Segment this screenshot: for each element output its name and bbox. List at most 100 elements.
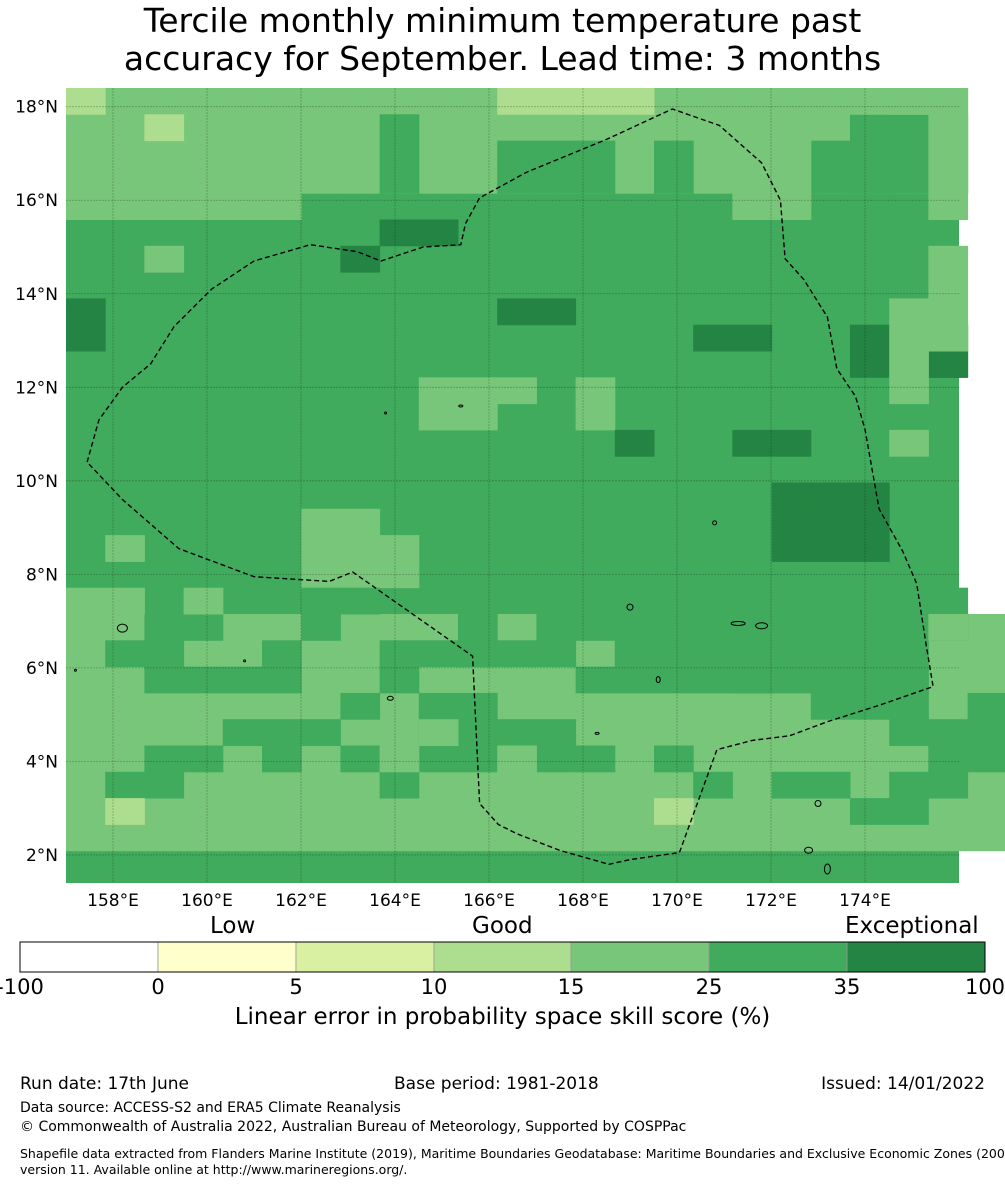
eez-boundary-layer (86, 108, 934, 866)
skill-cell (654, 140, 694, 194)
skill-cell (183, 587, 224, 615)
skill-cell (379, 114, 420, 194)
skill-cell (379, 771, 420, 799)
colorbar-swatch (157, 941, 297, 973)
skill-cell (575, 745, 616, 773)
skill-cell (614, 640, 929, 668)
island-outline (73, 668, 77, 672)
lon-tick-label: 174°E (839, 891, 891, 911)
skill-cell (144, 245, 185, 273)
skill-cell (262, 640, 302, 668)
skill-cell (810, 692, 929, 720)
skill-cell (889, 719, 969, 746)
copyright: © Commonwealth of Australia 2022, Austra… (20, 1119, 687, 1135)
island-outline (712, 520, 718, 526)
skill-cell (693, 324, 773, 352)
island-outline (384, 411, 388, 415)
colorbar-tick-label: 0 (151, 975, 165, 999)
island-outline (755, 622, 769, 630)
lat-tick-label: 6°N (26, 659, 58, 679)
skill-cell (536, 745, 577, 773)
skill-cell (144, 745, 185, 773)
colorbar-header-exceptional: Exceptional (845, 913, 979, 939)
lat-tick-label: 4°N (26, 752, 58, 772)
skill-cell (771, 508, 851, 562)
island-outline (458, 404, 464, 408)
skill-cell (105, 798, 145, 825)
skill-cell (379, 640, 420, 694)
skill-cell (340, 692, 381, 720)
skill-cell (732, 429, 812, 457)
map-title: Tercile monthly minimum temperature past… (0, 2, 1005, 78)
skill-cell (889, 88, 969, 115)
colorbar-tick-label: 15 (557, 975, 585, 999)
colorbar-swatch (708, 941, 848, 973)
shapefile-credit-line-2: version 11. Available online at http://w… (20, 1162, 408, 1177)
title-line-1: Tercile monthly minimum temperature past (143, 1, 862, 40)
colorbar-title: Linear error in probability space skill … (234, 1004, 771, 1030)
island-outline (594, 731, 600, 735)
title-line-2: accuracy for September. Lead time: 3 mon… (123, 39, 882, 78)
data-source: Data source: ACCESS-S2 and ERA5 Climate … (20, 1100, 401, 1116)
base-period: Base period: 1981-2018 (394, 1074, 599, 1094)
island-outline (823, 863, 831, 875)
skill-cells (66, 88, 1005, 883)
skill-cell (497, 745, 537, 773)
skill-cell (144, 614, 224, 641)
skill-cell (458, 719, 577, 746)
skill-cell (967, 692, 1005, 746)
skill-cell (771, 771, 851, 799)
skill-cell (379, 561, 420, 589)
skill-cell (418, 377, 498, 431)
lat-tick-label: 14°N (15, 285, 58, 305)
skill-cell (575, 377, 616, 431)
lat-tick-label: 2°N (26, 846, 58, 866)
skill-cell (144, 666, 302, 694)
run-date: Run date: 17th June (20, 1074, 189, 1094)
colorbar-outline (19, 941, 986, 973)
island-outline (655, 676, 661, 684)
lon-tick-label: 160°E (181, 891, 233, 911)
shapefile-credit-line-1: Shapefile data extracted from Flanders M… (20, 1146, 1005, 1161)
skill-cell (66, 193, 302, 220)
skill-cell (379, 219, 459, 247)
island-outline (116, 623, 128, 633)
skill-cell (379, 745, 420, 773)
skill-cell (105, 640, 185, 668)
graticule (66, 88, 959, 883)
skill-cell (928, 614, 969, 641)
skill-cell (222, 719, 341, 746)
skill-cell (66, 298, 106, 352)
skill-cell (418, 719, 459, 746)
eez-boundary (86, 108, 934, 866)
skill-cell (967, 745, 1005, 773)
skill-cell (497, 640, 577, 668)
colorbar-swatch (433, 941, 572, 973)
lon-tick-label: 170°E (651, 891, 703, 911)
skill-cell (928, 114, 969, 220)
skill-cell (693, 771, 733, 799)
island-outline (730, 620, 746, 626)
skill-cell (301, 587, 381, 615)
colorbar-swatch (570, 941, 710, 973)
colorbar (19, 941, 986, 973)
skill-cell (889, 298, 929, 405)
skill-cell (536, 614, 655, 641)
island-outline (386, 695, 394, 701)
island-outline (804, 846, 814, 854)
lat-tick-label: 8°N (26, 565, 58, 585)
colorbar-header-low: Low (210, 913, 256, 939)
colorbar-swatch (846, 941, 986, 973)
skill-cell (889, 429, 929, 457)
skill-cell (183, 745, 224, 773)
skill-cell (654, 798, 694, 825)
skill-cell (693, 587, 969, 615)
lon-tick-label: 168°E (557, 891, 609, 911)
skill-cell (418, 692, 498, 720)
lon-tick-label: 158°E (87, 891, 139, 911)
colorbar-tick-label: 100 (964, 975, 1005, 999)
skill-cell (732, 666, 929, 694)
skill-cell (771, 482, 812, 510)
skill-cell (889, 771, 969, 799)
colorbar-tick-label: 25 (695, 975, 723, 999)
